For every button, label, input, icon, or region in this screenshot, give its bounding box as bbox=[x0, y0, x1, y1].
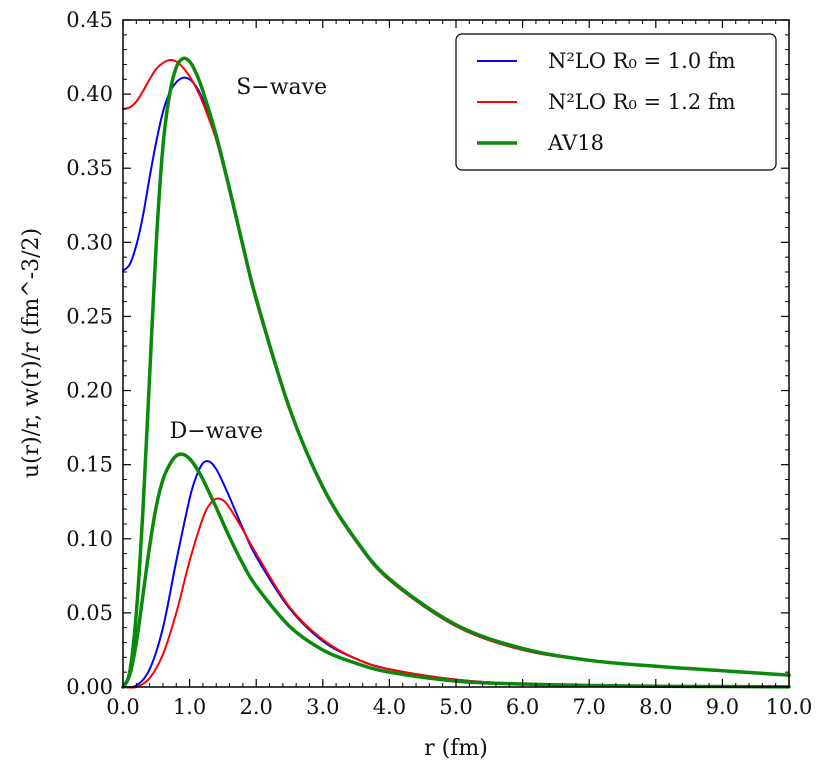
y-tick-label: 0.25 bbox=[66, 304, 113, 328]
legend-frame bbox=[455, 33, 777, 171]
x-tick-label: 2.0 bbox=[239, 695, 272, 719]
y-tick-label: 0.20 bbox=[66, 379, 113, 403]
legend-label-n2lo-r10: N²LO R₀ = 1.0 fm bbox=[548, 49, 736, 73]
x-axis-title: r (fm) bbox=[424, 736, 488, 761]
x-tick-label: 4.0 bbox=[373, 695, 406, 719]
x-tick-label: 9.0 bbox=[706, 695, 739, 719]
x-tick-label: 5.0 bbox=[439, 695, 472, 719]
y-tick-label: 0.00 bbox=[66, 675, 113, 699]
series-line-av18-d-wave bbox=[121, 452, 791, 689]
x-tick-label: 0.0 bbox=[106, 695, 139, 719]
y-tick-label: 0.10 bbox=[66, 527, 113, 551]
y-tick-label: 0.15 bbox=[66, 453, 113, 477]
y-tick-label: 0.45 bbox=[66, 8, 113, 32]
annotation-s-wave: S−wave bbox=[236, 75, 327, 100]
x-tick-label: 10.0 bbox=[766, 695, 813, 719]
x-tick-label: 3.0 bbox=[306, 695, 339, 719]
x-tick-label: 7.0 bbox=[572, 695, 605, 719]
legend-label-n2lo-r12: N²LO R₀ = 1.2 fm bbox=[548, 90, 736, 114]
legend-label-av18: AV18 bbox=[547, 131, 604, 155]
y-tick-label: 0.05 bbox=[66, 601, 113, 625]
x-tick-label: 1.0 bbox=[173, 695, 206, 719]
y-tick-label: 0.35 bbox=[66, 156, 113, 180]
series-line-av18-s-wave bbox=[121, 56, 791, 689]
legend: N²LO R₀ = 1.0 fm N²LO R₀ = 1.2 fm AV18 bbox=[455, 33, 777, 171]
y-tick-label: 0.40 bbox=[66, 82, 113, 106]
annotation-d-wave: D−wave bbox=[170, 419, 263, 444]
x-tick-label: 8.0 bbox=[639, 695, 672, 719]
x-tick-label: 6.0 bbox=[506, 695, 539, 719]
y-axis-title: u(r)/r, w(r)/r (fm^-3/2) bbox=[19, 228, 44, 478]
y-tick-label: 0.30 bbox=[66, 230, 113, 254]
series-line-n2lo-r0-1-0-fm-d-wave bbox=[122, 460, 790, 689]
